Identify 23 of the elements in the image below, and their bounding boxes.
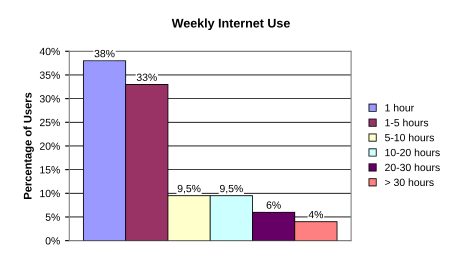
y-tick-label: 25% bbox=[40, 118, 60, 126]
data-label: 33% bbox=[136, 74, 157, 81]
data-label: 9,5% bbox=[178, 184, 201, 194]
y-tick-label: 30% bbox=[40, 95, 60, 102]
y-tick-label: 10% bbox=[40, 190, 60, 198]
y-tick-label: 35% bbox=[40, 71, 60, 79]
data-label: 6% bbox=[266, 201, 281, 209]
legend-label: 5-10 hours bbox=[384, 134, 434, 142]
legend-label: > 30 hours bbox=[385, 178, 434, 186]
legend-label: 1 hour bbox=[385, 104, 414, 112]
y-tick-label: 20% bbox=[40, 142, 60, 150]
y-tick-label: 15% bbox=[40, 166, 60, 174]
legend-label: 1-5 hours bbox=[385, 118, 428, 126]
legend-label: 20-30 hours bbox=[385, 163, 440, 172]
y-axis-title: Percentage of Users bbox=[23, 92, 34, 199]
data-label: 38% bbox=[94, 50, 115, 58]
y-tick-label: 5% bbox=[46, 214, 60, 221]
data-label: 4% bbox=[308, 210, 324, 218]
chart-title: Weekly Internet Use bbox=[172, 18, 290, 30]
legend-label: 10-20 hours bbox=[385, 148, 440, 156]
y-tick-label: 0% bbox=[46, 237, 60, 245]
data-label: 9,5% bbox=[220, 184, 243, 194]
y-tick-label: 40% bbox=[40, 48, 60, 56]
